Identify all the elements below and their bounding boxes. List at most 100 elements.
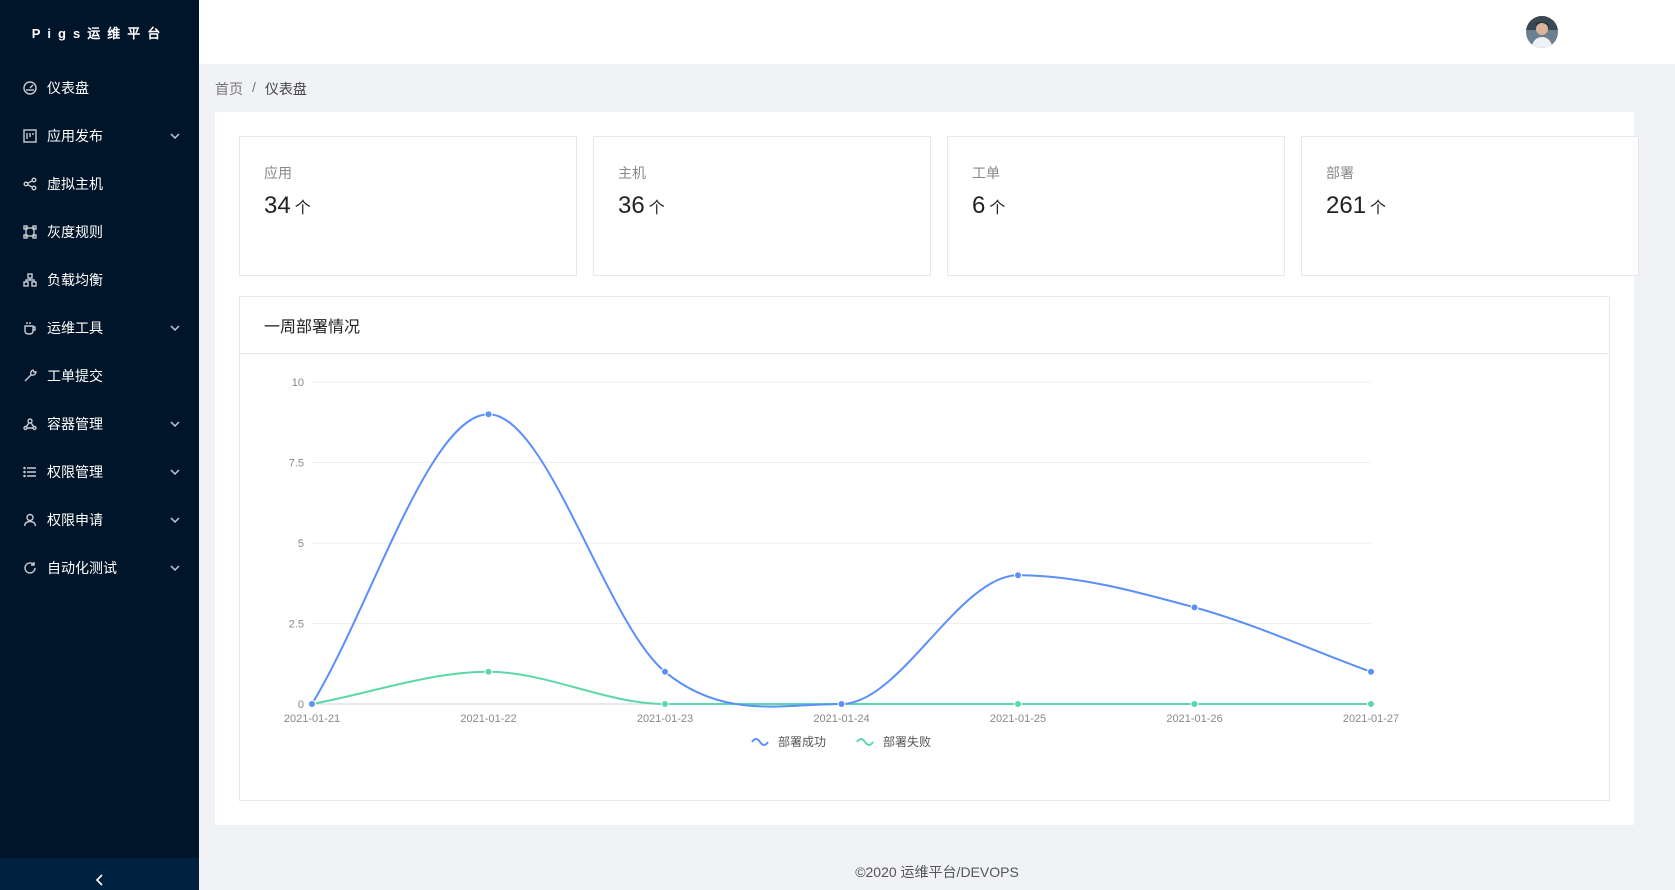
sidebar-item-7[interactable]: 容器管理	[0, 400, 199, 448]
sidebar-item-8[interactable]: 权限管理	[0, 448, 199, 496]
sidebar-item-label: 自动化测试	[47, 560, 117, 576]
sidebar-item-9[interactable]: 权限申请	[0, 496, 199, 544]
data-point	[837, 700, 846, 708]
stat-card-apps: 应用 34 个	[239, 136, 577, 276]
breadcrumb: 首页 / 仪表盘	[215, 79, 307, 99]
sidebar-item-label: 运维工具	[47, 320, 103, 336]
chevron-down-icon	[169, 129, 181, 141]
stat-value: 261 个	[1326, 192, 1386, 220]
stat-title: 主机	[618, 165, 646, 181]
sidebar-item-label: 工单提交	[47, 368, 103, 384]
series-line-0	[311, 413, 1372, 708]
stat-number: 6	[972, 192, 986, 219]
stat-title: 工单	[972, 165, 1000, 181]
stat-unit: 个	[648, 200, 665, 217]
sidebar-item-label: 虚拟主机	[47, 176, 103, 192]
y-tick-label: 5	[298, 538, 304, 550]
sidebar-item-4[interactable]: 负载均衡	[0, 256, 199, 304]
sidebar-item-label: 仪表盘	[47, 80, 89, 96]
x-tick-label: 2021-01-27	[1343, 713, 1399, 725]
sidebar-item-6[interactable]: 工单提交	[0, 352, 199, 400]
data-point	[661, 667, 669, 676]
x-tick-label: 2021-01-24	[813, 713, 869, 725]
stat-card-hosts: 主机 36 个	[593, 136, 931, 276]
series-line-1	[311, 670, 1371, 706]
collapse-sidebar-button[interactable]	[0, 858, 199, 890]
x-tick-label: 2021-01-25	[990, 713, 1046, 725]
data-point	[1014, 571, 1022, 580]
chevron-down-icon	[169, 513, 181, 525]
sidebar-menu: 仪表盘应用发布虚拟主机灰度规则负载均衡运维工具工单提交容器管理权限管理权限申请自…	[0, 64, 199, 592]
legend-marker	[856, 738, 874, 746]
deploy-line-chart: 0 2.5 5 7.5 10 2021-01-21 2021-01-22 2021-01-23…	[284, 377, 1399, 749]
stat-number: 261	[1326, 192, 1367, 219]
stat-value: 34 个	[264, 192, 311, 220]
footer-copyright: ©2020 运维平台/DEVOPS	[855, 864, 1019, 880]
data-point	[1367, 700, 1375, 708]
x-tick-label: 2021-01-23	[637, 713, 693, 725]
sync-icon	[23, 561, 37, 575]
top-header	[199, 0, 1675, 64]
legend-label: 部署失败	[883, 734, 931, 749]
stat-unit: 个	[989, 200, 1006, 217]
chevron-left-icon	[95, 874, 103, 886]
y-tick-label: 10	[292, 377, 304, 389]
list-icon	[23, 465, 37, 479]
chevron-down-icon	[169, 321, 181, 333]
legend-label: 部署成功	[778, 734, 826, 749]
app-logo: Pigs运维平台	[31, 25, 168, 41]
data-point	[1014, 700, 1022, 708]
coffee-icon	[23, 321, 37, 335]
data-point	[484, 410, 493, 419]
dashboard-icon	[23, 81, 37, 95]
stat-title: 应用	[264, 165, 292, 181]
cluster-icon	[23, 273, 37, 287]
chevron-down-icon	[169, 417, 181, 429]
sidebar-item-label: 应用发布	[47, 128, 103, 144]
legend-marker	[751, 738, 769, 746]
sidebar-item-label: 灰度规则	[47, 224, 103, 240]
sidebar-item-label: 负载均衡	[47, 272, 103, 288]
data-point	[308, 700, 316, 708]
gateway-icon	[23, 225, 37, 239]
breadcrumb-current: 仪表盘	[264, 81, 307, 97]
data-point	[1190, 603, 1199, 612]
y-tick-label: 0	[298, 699, 304, 711]
share-icon	[23, 177, 37, 191]
stat-unit: 个	[1370, 200, 1387, 217]
sidebar-item-label: 容器管理	[47, 416, 103, 432]
stat-value: 36 个	[618, 192, 665, 220]
sidebar: Pigs运维平台 仪表盘应用发布虚拟主机灰度规则负载均衡运维工具工单提交容器管理…	[0, 0, 199, 890]
data-point	[1190, 700, 1199, 708]
data-point	[484, 667, 493, 676]
user-icon	[23, 513, 37, 527]
data-point	[661, 700, 669, 708]
stat-card-deployments: 部署 261 个	[1301, 136, 1639, 276]
data-point	[1367, 667, 1375, 676]
avatar[interactable]	[1526, 16, 1558, 48]
stat-title: 部署	[1326, 165, 1354, 181]
sidebar-item-10[interactable]: 自动化测试	[0, 544, 199, 592]
stat-number: 34	[264, 192, 291, 219]
stat-unit: 个	[294, 200, 311, 217]
sidebar-item-0[interactable]: 仪表盘	[0, 64, 199, 112]
sidebar-item-label: 权限管理	[47, 464, 103, 480]
sidebar-item-label: 权限申请	[47, 512, 103, 528]
breadcrumb-separator: /	[252, 79, 256, 95]
deployment-icon	[23, 417, 37, 431]
y-tick-label: 7.5	[289, 458, 304, 470]
project-icon	[23, 129, 37, 143]
sidebar-item-2[interactable]: 虚拟主机	[0, 160, 199, 208]
sidebar-item-1[interactable]: 应用发布	[0, 112, 199, 160]
breadcrumb-home[interactable]: 首页	[215, 81, 243, 97]
stat-number: 36	[618, 192, 645, 219]
sidebar-item-5[interactable]: 运维工具	[0, 304, 199, 352]
sidebar-item-3[interactable]: 灰度规则	[0, 208, 199, 256]
y-tick-label: 2.5	[289, 619, 304, 631]
chevron-down-icon	[169, 465, 181, 477]
tool-icon	[23, 369, 37, 383]
chart-card: 一周部署情况 0 2.5 5 7.5 10 2021-01-21 2021-01-22 202…	[239, 296, 1610, 801]
